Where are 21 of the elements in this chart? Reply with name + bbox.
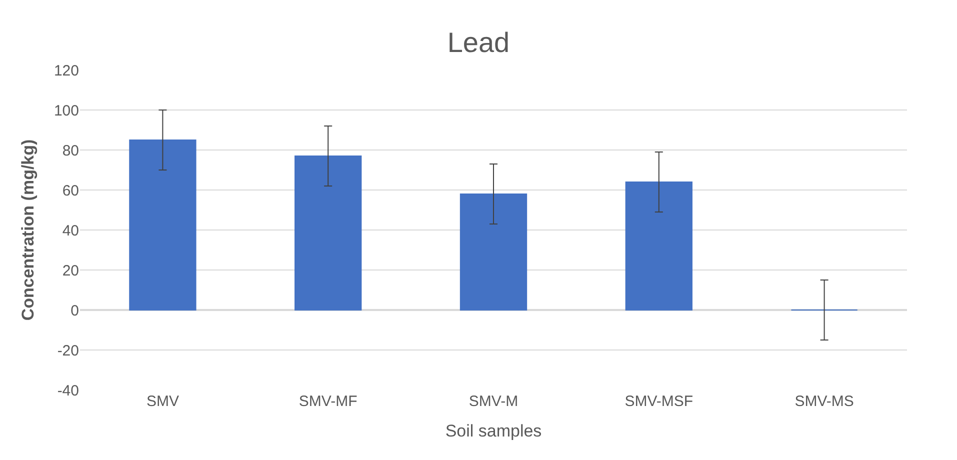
bar — [294, 156, 362, 310]
bar — [129, 140, 196, 310]
y-tick-label: 20 — [62, 262, 79, 280]
x-axis-title: Soil samples — [445, 421, 542, 440]
y-tick-label: 100 — [54, 102, 79, 120]
x-tick-label: SMV — [146, 393, 179, 410]
x-tick-label: SMV-MS — [794, 393, 854, 410]
x-tick-label: SMV-MF — [298, 393, 358, 410]
bar — [460, 194, 528, 310]
y-tick-label: 0 — [70, 302, 79, 320]
bar — [625, 182, 692, 310]
y-tick-label: 40 — [62, 222, 79, 240]
y-tick-label: 80 — [62, 142, 79, 160]
y-tick-label: -40 — [57, 382, 79, 400]
chart-title: Lead — [447, 26, 510, 58]
x-tick-label: SMV-M — [468, 393, 518, 410]
x-tick-label: SMV-MSF — [624, 393, 694, 410]
y-tick-label: -20 — [57, 342, 79, 360]
y-tick-label: 60 — [62, 182, 79, 200]
y-tick-label: 120 — [54, 62, 79, 80]
y-axis-title: Concentration (mg/kg) — [18, 139, 38, 321]
